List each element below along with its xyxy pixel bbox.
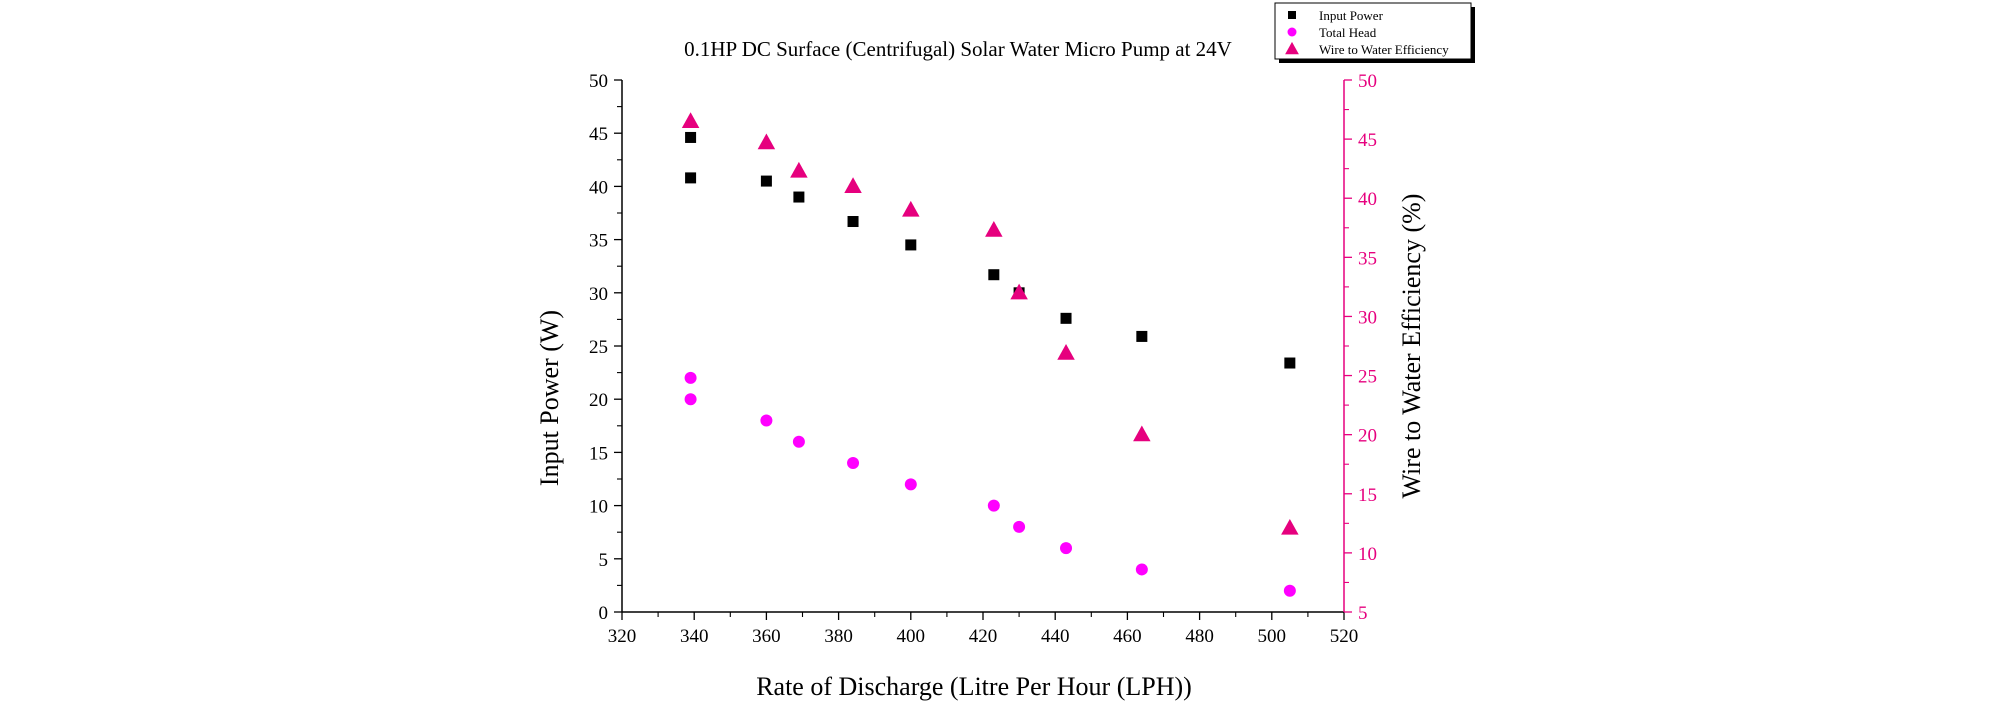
legend-label-input-power: Input Power [1319,8,1384,23]
input-power-point [847,216,859,228]
legend: Input Power Total Head Wire to Water Effic… [1274,2,1475,63]
y-tick-label: 25 [589,337,608,358]
y-tick-label: 5 [599,550,609,571]
legend-marker-wire-to-water-efficiency [1285,41,1299,55]
total-head-point [847,457,860,470]
y-tick-label: 45 [589,124,608,145]
legend-label-total-head: Total Head [1319,25,1377,40]
y2-tick-label: 30 [1358,307,1377,328]
input-power-point [905,239,917,251]
x-tick-label: 360 [752,626,781,647]
x-tick-label: 480 [1185,626,1214,647]
input-power-point [793,191,805,203]
y-tick-label: 0 [599,603,609,624]
y-tick-label: 30 [589,284,608,305]
y2-tick-label: 5 [1358,603,1368,624]
y-tick-label: 10 [589,497,608,518]
x-tick-label: 380 [824,626,853,647]
wire-to-water-efficiency-point [1133,425,1151,442]
total-head-point [684,371,697,384]
total-head-point [760,414,773,427]
total-head-point [1013,520,1026,533]
total-head-point [904,478,917,491]
wire-to-water-efficiency-point [681,112,700,128]
y-tick-label: 20 [589,390,608,411]
chart-title: 0.1HP DC Surface (Centrifugal) Solar Wat… [684,37,1232,61]
total-head-point [987,499,1000,512]
x-axis-title: Rate of Discharge (Litre Per Hour (LPH)) [756,672,1192,701]
plot-layer: 320 340 360 380 400 420 440 460 480 500 5200510152… [589,71,1377,647]
total-head-point [1283,584,1296,597]
x-tick-label: 340 [680,626,709,647]
input-power-point [1136,330,1148,342]
y2-tick-label: 50 [1358,71,1377,92]
total-head-point [1060,542,1073,555]
y2-axis-title: Wire to Water Efficiency (%) [1397,194,1426,499]
y-tick-label: 50 [589,71,608,92]
wire-to-water-efficiency-point [1057,343,1075,360]
y2-tick-label: 15 [1358,485,1377,506]
legend-label-wire-to-water-efficiency: Wire to Water Efficiency [1319,42,1449,57]
input-power-point [1060,312,1072,324]
input-power-point [760,175,772,187]
total-head-point [1135,563,1148,576]
input-power-point [685,131,697,143]
x-tick-label: 460 [1113,626,1142,647]
input-power-point [685,172,697,184]
y-axis-title: Input Power (W) [535,310,564,486]
y2-tick-label: 20 [1358,426,1377,447]
wire-to-water-efficiency-point [902,200,920,217]
legend-marker-total-head [1287,27,1297,37]
input-power-point [1284,357,1296,369]
y2-tick-label: 25 [1358,367,1377,388]
x-tick-label: 400 [897,626,926,647]
x-tick-label: 320 [608,626,637,647]
legend-box [1274,2,1472,60]
y2-tick-label: 35 [1358,248,1377,269]
input-power-point [988,269,1000,281]
total-head-point [684,393,697,406]
x-tick-label: 440 [1041,626,1070,647]
wire-to-water-efficiency-point [844,177,862,194]
wire-to-water-efficiency-point [1010,283,1028,300]
legend-marker-input-power [1288,11,1296,19]
x-tick-label: 420 [969,626,998,647]
wire-to-water-efficiency-point [757,133,776,150]
total-head-point [792,435,805,448]
y-tick-label: 15 [589,443,608,464]
wire-to-water-efficiency-point [790,161,808,178]
y2-tick-label: 45 [1358,130,1377,151]
wire-to-water-efficiency-point [1281,518,1299,535]
wire-to-water-efficiency-point [985,221,1003,237]
y-tick-label: 40 [589,177,608,198]
x-tick-label: 500 [1258,626,1287,647]
y2-tick-label: 40 [1358,189,1377,210]
y-tick-label: 35 [589,231,608,252]
y2-tick-label: 10 [1358,544,1377,565]
x-tick-label: 520 [1330,626,1359,647]
